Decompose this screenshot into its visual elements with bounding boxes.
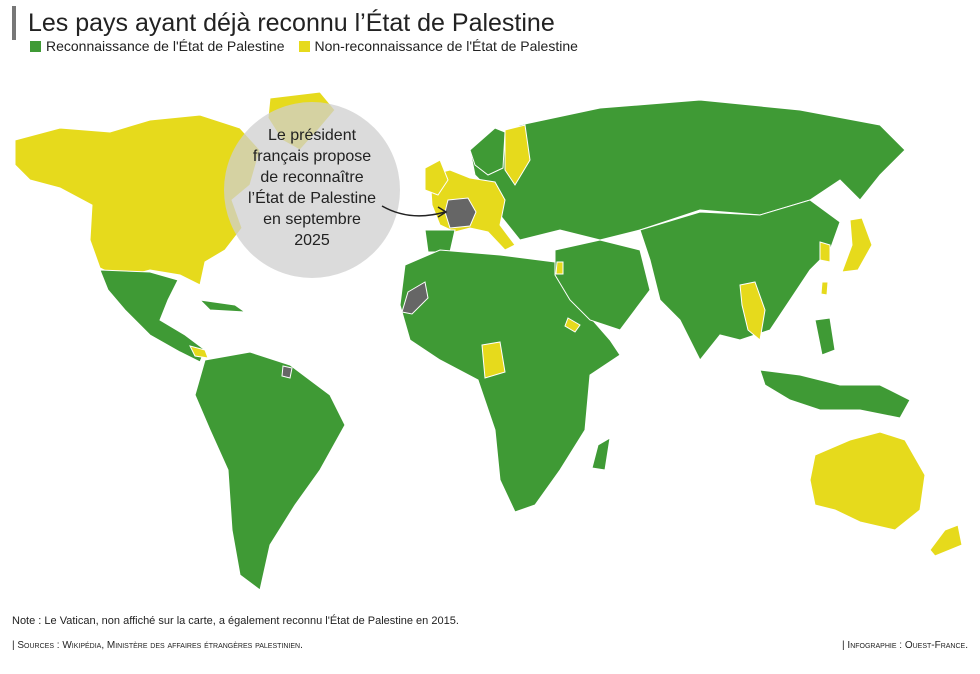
israel	[555, 261, 564, 275]
map: Le président français propose de reconna…	[14, 91, 963, 591]
credit: | Infographie : Ouest-France.	[842, 640, 968, 651]
indonesia	[759, 369, 911, 419]
callout-arrow	[381, 205, 446, 217]
callout-line: l’État de Palestine	[248, 188, 376, 207]
legend-label: Non-reconnaissance de l'État de Palestin…	[314, 38, 578, 54]
myanmar	[739, 281, 766, 341]
south-korea	[819, 241, 831, 263]
title: Les pays ayant déjà reconnu l’État de Pa…	[12, 6, 555, 40]
asia	[639, 199, 841, 361]
callout-line: en septembre	[263, 211, 361, 228]
sweden-norway	[469, 127, 506, 176]
french-guiana	[281, 365, 293, 379]
callout-arrowhead	[437, 206, 448, 218]
callout: Le président français propose de reconna…	[224, 102, 448, 278]
legend-item: Non-reconnaissance de l'État de Palestin…	[298, 38, 578, 54]
callout-line: français propose	[253, 148, 371, 165]
australia	[809, 431, 926, 531]
sources: | Sources : Wikipédia, Ministère des aff…	[12, 640, 303, 651]
panama	[189, 345, 209, 359]
eritrea	[564, 317, 581, 333]
countries	[14, 91, 963, 591]
legend: Reconnaissance de l'État de Palestine No…	[30, 38, 578, 54]
callout-line: 2025	[294, 232, 330, 249]
caribbean	[198, 299, 247, 313]
callout-line: Le président	[268, 127, 357, 144]
canada-usa	[14, 114, 261, 286]
philippines	[814, 317, 836, 356]
callout-circle	[224, 102, 400, 278]
japan	[841, 217, 873, 273]
legend-label: Reconnaissance de l'État de Palestine	[46, 38, 285, 54]
western-sahara	[401, 281, 429, 315]
madagascar	[591, 437, 611, 471]
cameroon	[481, 341, 506, 379]
legend-swatch	[30, 41, 41, 52]
taiwan	[820, 281, 829, 296]
finland-baltics	[504, 124, 531, 186]
uk-ireland	[424, 159, 449, 196]
iberia	[424, 229, 456, 253]
new-zealand	[929, 524, 963, 557]
south-america	[194, 351, 346, 591]
middle-east	[554, 239, 651, 331]
legend-swatch	[298, 41, 310, 52]
legend-item: Reconnaissance de l'État de Palestine	[30, 38, 285, 54]
note: Note : Le Vatican, non affiché sur la ca…	[12, 615, 459, 627]
callout-line: de reconnaître	[260, 169, 363, 186]
mexico-central-america	[99, 269, 206, 363]
